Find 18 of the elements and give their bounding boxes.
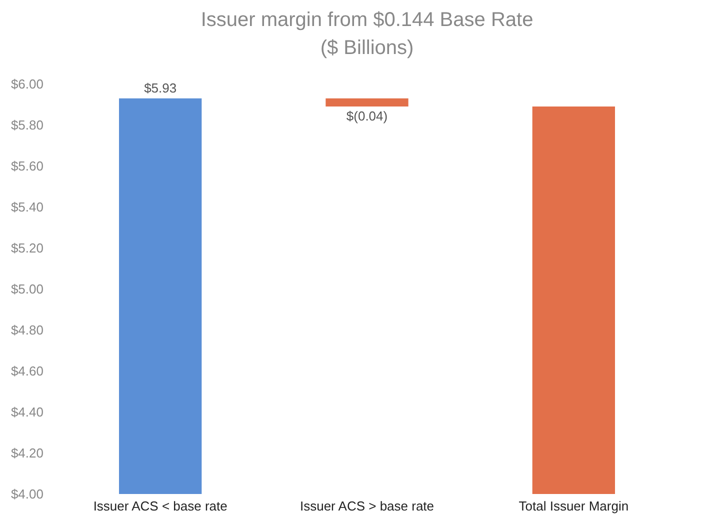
- x-tick-label: Issuer ACS > base rate: [300, 498, 434, 514]
- text: Issuer margin from $0.144 Base Rate: [200, 9, 534, 31]
- y-tick-label: $4.60: [10, 364, 44, 378]
- text: ($ Billions): [320, 37, 414, 59]
- y-tick-label: $6.00: [10, 76, 44, 92]
- y-tick-label: $5.20: [10, 240, 44, 256]
- data-label: $(0.04): [346, 108, 388, 124]
- y-tick-label: $4.00: [10, 486, 44, 502]
- y-tick-label: $4.20: [10, 446, 44, 460]
- y-tick-label: $5.00: [10, 282, 44, 296]
- x-tick-label: Issuer ACS < base rate: [93, 498, 228, 514]
- y-tick-label: $5.60: [10, 158, 44, 174]
- x-tick-label: Total Issuer Margin: [518, 498, 629, 514]
- y-tick-label: $4.40: [10, 404, 44, 420]
- data-label: $5.93: [144, 80, 177, 96]
- y-tick-label: $5.80: [10, 118, 44, 132]
- y-tick-label: $5.40: [10, 200, 44, 214]
- y-tick-label: $4.80: [10, 322, 44, 338]
